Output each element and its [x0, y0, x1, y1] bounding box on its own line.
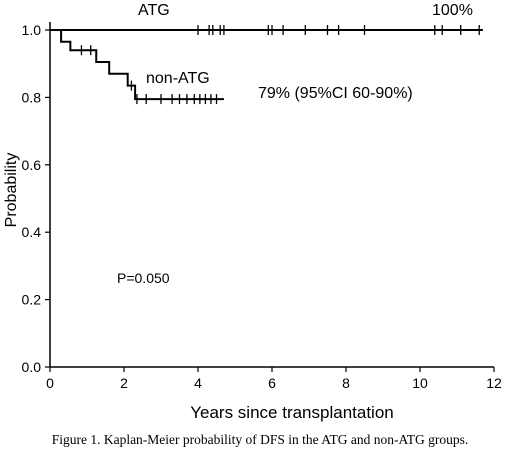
x-tick-label: 0 — [46, 375, 54, 391]
x-tick-label: 4 — [194, 375, 202, 391]
km-curve-non-atg — [50, 29, 224, 101]
atg-label: ATG — [138, 2, 170, 19]
p-value: P=0.050 — [117, 270, 170, 286]
non-atg-percent: 79% (95%CI 60-90%) — [258, 85, 413, 102]
x-tick-label: 8 — [342, 375, 350, 391]
non-atg-label: non-ATG — [146, 70, 210, 87]
x-tick-label: 10 — [412, 375, 428, 391]
y-tick-label: 0.8 — [22, 89, 42, 105]
x-tick-label: 12 — [486, 375, 502, 391]
y-tick-label: 0.6 — [22, 157, 42, 173]
y-tick-label: 0.0 — [22, 359, 42, 375]
km-plot: 0 2 4 6 8 10 12 0.0 0.2 0.4 0.6 0.8 1.0 Years since t… — [3, 2, 502, 422]
y-axis-label: Probability — [3, 153, 20, 228]
figure-caption: Figure 1. Kaplan-Meier probability of DF… — [51, 432, 469, 447]
y-tick-label: 0.2 — [22, 292, 42, 308]
y-tick-label: 0.4 — [22, 224, 42, 240]
x-tick-label: 6 — [268, 375, 276, 391]
x-tick-label: 2 — [120, 375, 128, 391]
x-axis-label: Years since transplantation — [190, 403, 394, 422]
atg-percent: 100% — [432, 2, 473, 19]
y-tick-label: 1.0 — [22, 22, 42, 38]
